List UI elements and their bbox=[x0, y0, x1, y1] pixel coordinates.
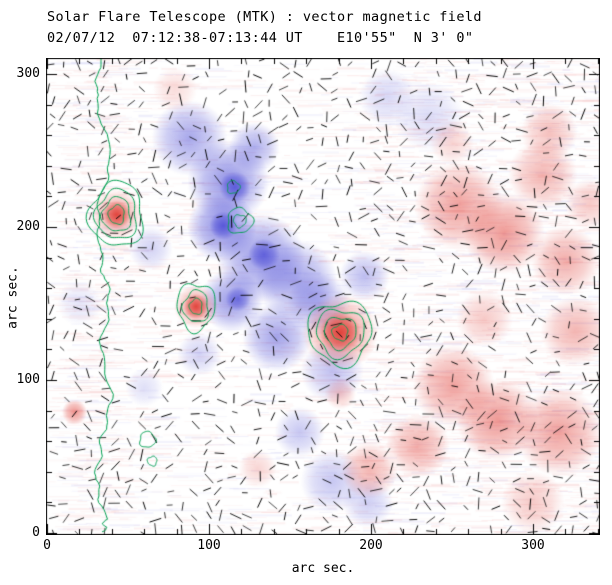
subtitle: 02/07/12 07:12:38-07:13:44 UT E10'55" N … bbox=[47, 30, 474, 46]
x-tick-label: 0 bbox=[43, 538, 51, 553]
y-tick-label: 300 bbox=[16, 66, 40, 81]
y-tick-label: 200 bbox=[16, 219, 40, 234]
x-tick-label: 300 bbox=[521, 538, 545, 553]
y-axis-label: arc sec. bbox=[5, 266, 21, 329]
x-axis-label: arc sec. bbox=[291, 561, 355, 576]
page-title: Solar Flare Telescope (MTK) : vector mag… bbox=[47, 9, 482, 25]
x-tick-label: 200 bbox=[359, 538, 383, 553]
y-tick-label: 100 bbox=[16, 372, 40, 387]
y-tick-label: 0 bbox=[32, 525, 40, 540]
plot-canvas bbox=[46, 58, 600, 535]
x-tick-label: 100 bbox=[197, 538, 221, 553]
